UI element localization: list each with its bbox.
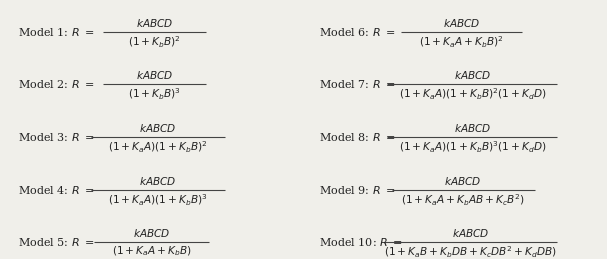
Text: $(1 + K_a B + K_b DB + K_c DB^2 + K_d DB)$: $(1 + K_a B + K_b DB + K_c DB^2 + K_d DB… xyxy=(384,245,557,259)
Text: $(1 + K_a A + K_b AB + K_c B^2)$: $(1 + K_a A + K_b AB + K_c B^2)$ xyxy=(401,193,525,208)
Text: Model 3: $R\ =\ $: Model 3: $R\ =\ $ xyxy=(18,131,95,143)
Text: $kABCD$: $kABCD$ xyxy=(133,227,171,239)
Text: Model 1: $R\ =\ $: Model 1: $R\ =\ $ xyxy=(18,26,95,38)
Text: Model 4: $R\ =\ $: Model 4: $R\ =\ $ xyxy=(18,184,95,196)
Text: $kABCD$: $kABCD$ xyxy=(136,69,174,81)
Text: $kABCD$: $kABCD$ xyxy=(139,122,177,134)
Text: $kABCD$: $kABCD$ xyxy=(136,17,174,29)
Text: $kABCD$: $kABCD$ xyxy=(139,175,177,187)
Text: $kABCD$: $kABCD$ xyxy=(443,17,480,29)
Text: $(1 + K_a A)(1 + K_b B)^2(1 + K_d D)$: $(1 + K_a A)(1 + K_b B)^2(1 + K_d D)$ xyxy=(399,87,546,102)
Text: Model 2: $R\ =\ $: Model 2: $R\ =\ $ xyxy=(18,78,95,90)
Text: $kABCD$: $kABCD$ xyxy=(444,175,482,187)
Text: $kABCD$: $kABCD$ xyxy=(453,69,491,81)
Text: $(1 + K_b B)^2$: $(1 + K_b B)^2$ xyxy=(128,35,181,50)
Text: Model 6: $R\ =\ $: Model 6: $R\ =\ $ xyxy=(319,26,396,38)
Text: Model 8: $R\ =\ $: Model 8: $R\ =\ $ xyxy=(319,131,396,143)
Text: $(1 + K_a A + K_b B)^2$: $(1 + K_a A + K_b B)^2$ xyxy=(419,35,504,50)
Text: Model 7: $R\ =\ $: Model 7: $R\ =\ $ xyxy=(319,78,396,90)
Text: Model 10: $R\ =\ $: Model 10: $R\ =\ $ xyxy=(319,236,402,248)
Text: $(1 + K_b B)^3$: $(1 + K_b B)^3$ xyxy=(128,87,181,102)
Text: Model 9: $R\ =\ $: Model 9: $R\ =\ $ xyxy=(319,184,396,196)
Text: Model 5: $R\ =\ $: Model 5: $R\ =\ $ xyxy=(18,236,95,248)
Text: $(1 + K_a A + K_b B)$: $(1 + K_a A + K_b B)$ xyxy=(112,245,192,258)
Text: $(1 + K_a A)(1 + K_b B)^2$: $(1 + K_a A)(1 + K_b B)^2$ xyxy=(108,140,208,155)
Text: $kABCD$: $kABCD$ xyxy=(453,122,491,134)
Text: $(1 + K_a A)(1 + K_b B)^3(1 + K_d D)$: $(1 + K_a A)(1 + K_b B)^3(1 + K_d D)$ xyxy=(399,140,546,155)
Text: $kABCD$: $kABCD$ xyxy=(452,227,489,239)
Text: $(1 + K_a A)(1 + K_b B)^3$: $(1 + K_a A)(1 + K_b B)^3$ xyxy=(108,193,208,208)
